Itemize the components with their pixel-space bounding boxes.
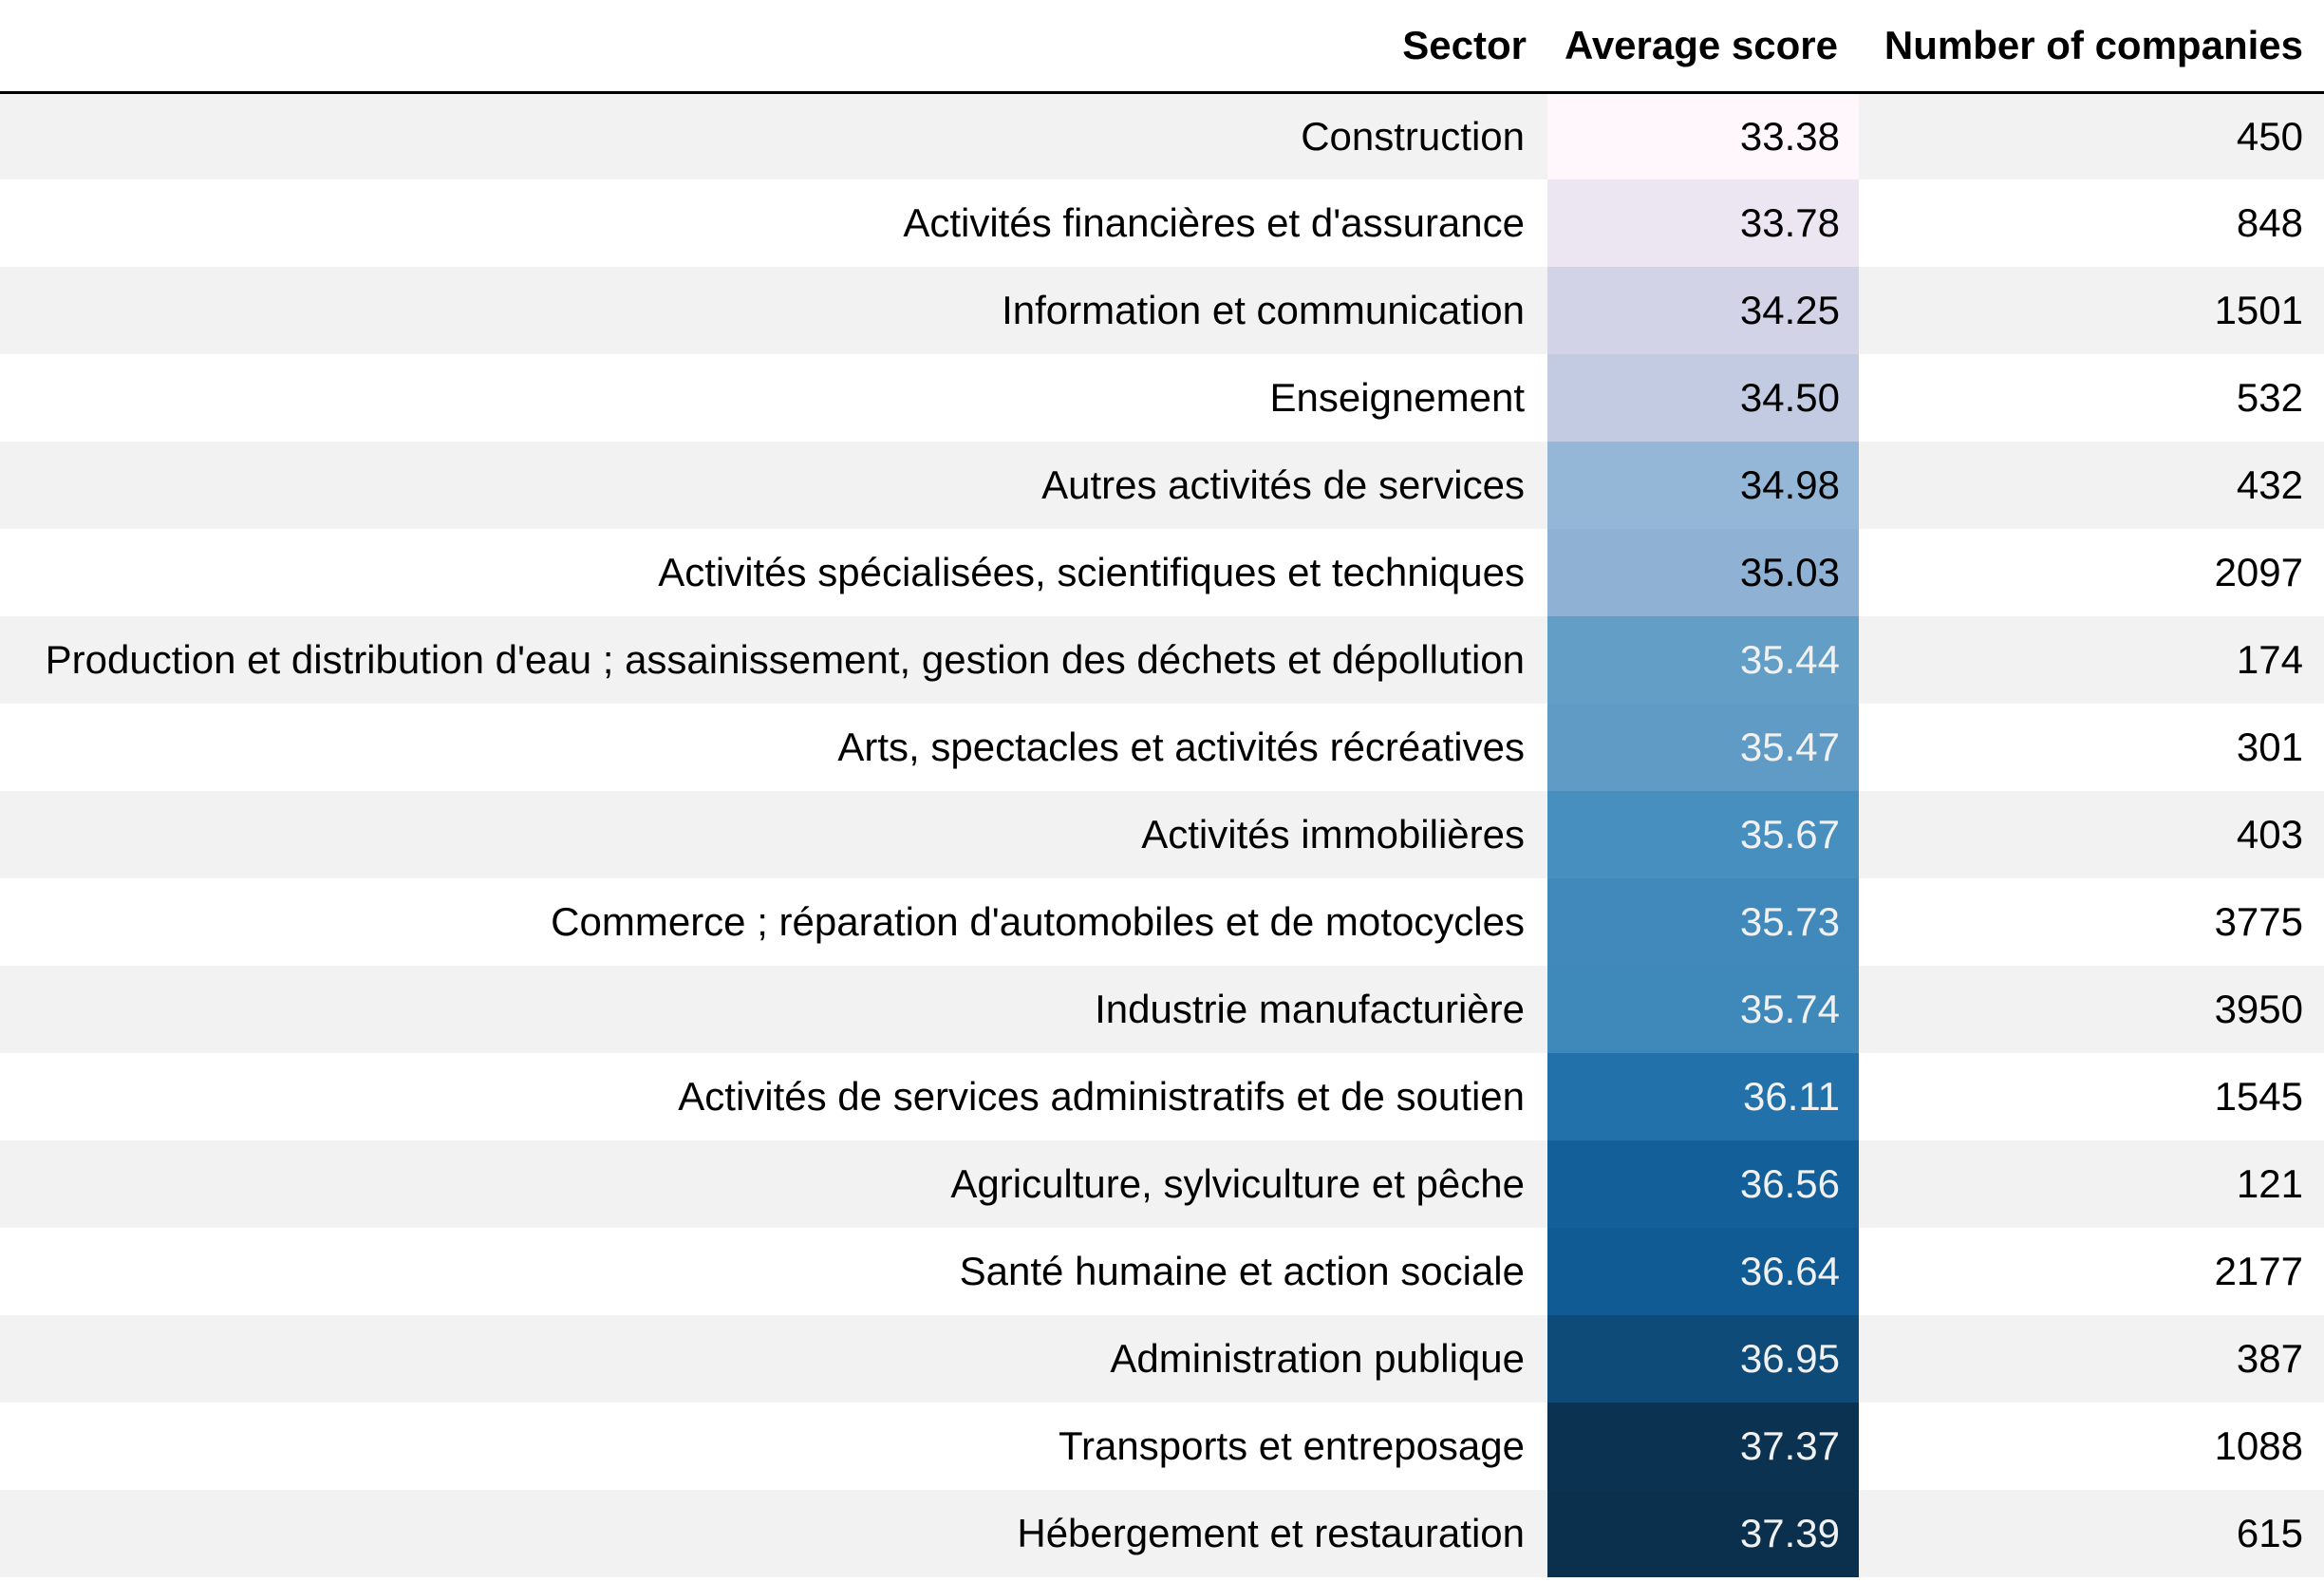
- sector-cell: Commerce ; réparation d'automobiles et d…: [551, 899, 1525, 944]
- number-of-companies-cell: 432: [2236, 462, 2303, 507]
- table-row: Construction 33.38 450: [0, 92, 2324, 179]
- table-row: Commerce ; réparation d'automobiles et d…: [0, 878, 2324, 966]
- sector-cell: Transports et entreposage: [1058, 1423, 1525, 1468]
- sector-cell: Information et communication: [1002, 288, 1525, 332]
- number-of-companies-cell: 2097: [2214, 550, 2303, 594]
- average-score-cell: 33.78: [1547, 179, 1859, 267]
- sector-cell: Arts, spectacles et activités récréative…: [837, 725, 1525, 769]
- table-row: Production et distribution d'eau ; assai…: [0, 616, 2324, 704]
- column-header-sector[interactable]: Sector: [0, 0, 1547, 94]
- table-row: Arts, spectacles et activités récréative…: [0, 704, 2324, 791]
- table-row: Administration publique 36.95 387: [0, 1315, 2324, 1403]
- average-score-cell: 34.25: [1547, 267, 1859, 354]
- table-body: Construction 33.38 450 Activités financi…: [0, 92, 2324, 1577]
- sector-cell: Production et distribution d'eau ; assai…: [45, 637, 1525, 682]
- table-row: Activités immobilières 35.67 403: [0, 791, 2324, 878]
- average-score-cell: 37.37: [1547, 1403, 1859, 1490]
- number-of-companies-cell: 450: [2236, 113, 2303, 159]
- table-row: Enseignement 34.50 532: [0, 354, 2324, 442]
- table-row: Hébergement et restauration 37.39 615: [0, 1490, 2324, 1577]
- average-score-cell: 33.38: [1547, 92, 1859, 179]
- sector-cell: Enseignement: [1269, 375, 1525, 420]
- header-row: Sector Average score Number of companies: [0, 0, 2324, 94]
- average-score-cell: 36.11: [1547, 1053, 1859, 1140]
- table-row: Industrie manufacturière 35.74 3950: [0, 966, 2324, 1053]
- table-row: Transports et entreposage 37.37 1088: [0, 1403, 2324, 1490]
- sector-cell: Construction: [1301, 113, 1525, 159]
- sector-cell: Industrie manufacturière: [1095, 987, 1525, 1031]
- average-score-cell: 35.44: [1547, 616, 1859, 704]
- column-header-number-of-companies[interactable]: Number of companies: [1859, 0, 2324, 94]
- table-row: Santé humaine et action sociale 36.64 21…: [0, 1228, 2324, 1315]
- average-score-cell: 37.39: [1547, 1490, 1859, 1577]
- number-of-companies-cell: 301: [2236, 725, 2303, 769]
- number-of-companies-cell: 1545: [2214, 1074, 2303, 1119]
- table-row: Agriculture, sylviculture et pêche 36.56…: [0, 1140, 2324, 1228]
- sector-cell: Administration publique: [1110, 1336, 1525, 1381]
- sector-cell: Activités spécialisées, scientifiques et…: [658, 550, 1525, 594]
- number-of-companies-cell: 3775: [2214, 899, 2303, 944]
- column-header-average-score[interactable]: Average score: [1547, 0, 1859, 94]
- sector-cell: Santé humaine et action sociale: [959, 1249, 1525, 1293]
- average-score-cell: 34.98: [1547, 442, 1859, 529]
- table-row: Autres activités de services 34.98 432: [0, 442, 2324, 529]
- table-header: Sector Average score Number of companies: [0, 0, 2324, 94]
- table-row: Information et communication 34.25 1501: [0, 267, 2324, 354]
- average-score-cell: 35.03: [1547, 529, 1859, 616]
- average-score-cell: 36.56: [1547, 1140, 1859, 1228]
- average-score-cell: 34.50: [1547, 354, 1859, 442]
- number-of-companies-cell: 403: [2236, 812, 2303, 857]
- sector-cell: Activités de services administratifs et …: [678, 1074, 1525, 1119]
- average-score-cell: 35.47: [1547, 704, 1859, 791]
- sector-cell: Activités immobilières: [1141, 812, 1525, 857]
- average-score-cell: 35.74: [1547, 966, 1859, 1053]
- sector-cell: Agriculture, sylviculture et pêche: [950, 1161, 1525, 1206]
- table-row: Activités de services administratifs et …: [0, 1053, 2324, 1140]
- table-row: Activités financières et d'assurance 33.…: [0, 179, 2324, 267]
- number-of-companies-cell: 615: [2236, 1511, 2303, 1555]
- average-score-cell: 35.73: [1547, 878, 1859, 966]
- number-of-companies-cell: 532: [2236, 375, 2303, 420]
- sector-cell: Activités financières et d'assurance: [903, 200, 1525, 245]
- number-of-companies-cell: 387: [2236, 1336, 2303, 1381]
- number-of-companies-cell: 1088: [2214, 1423, 2303, 1468]
- table-row: Activités spécialisées, scientifiques et…: [0, 529, 2324, 616]
- sector-cell: Autres activités de services: [1041, 462, 1525, 507]
- number-of-companies-cell: 121: [2236, 1161, 2303, 1206]
- number-of-companies-cell: 2177: [2214, 1249, 2303, 1293]
- number-of-companies-cell: 174: [2236, 637, 2303, 682]
- average-score-cell: 36.64: [1547, 1228, 1859, 1315]
- sector-cell: Hébergement et restauration: [1017, 1511, 1525, 1555]
- number-of-companies-cell: 3950: [2214, 987, 2303, 1031]
- number-of-companies-cell: 1501: [2214, 288, 2303, 332]
- average-score-cell: 36.95: [1547, 1315, 1859, 1403]
- number-of-companies-cell: 848: [2236, 200, 2303, 245]
- average-score-cell: 35.67: [1547, 791, 1859, 878]
